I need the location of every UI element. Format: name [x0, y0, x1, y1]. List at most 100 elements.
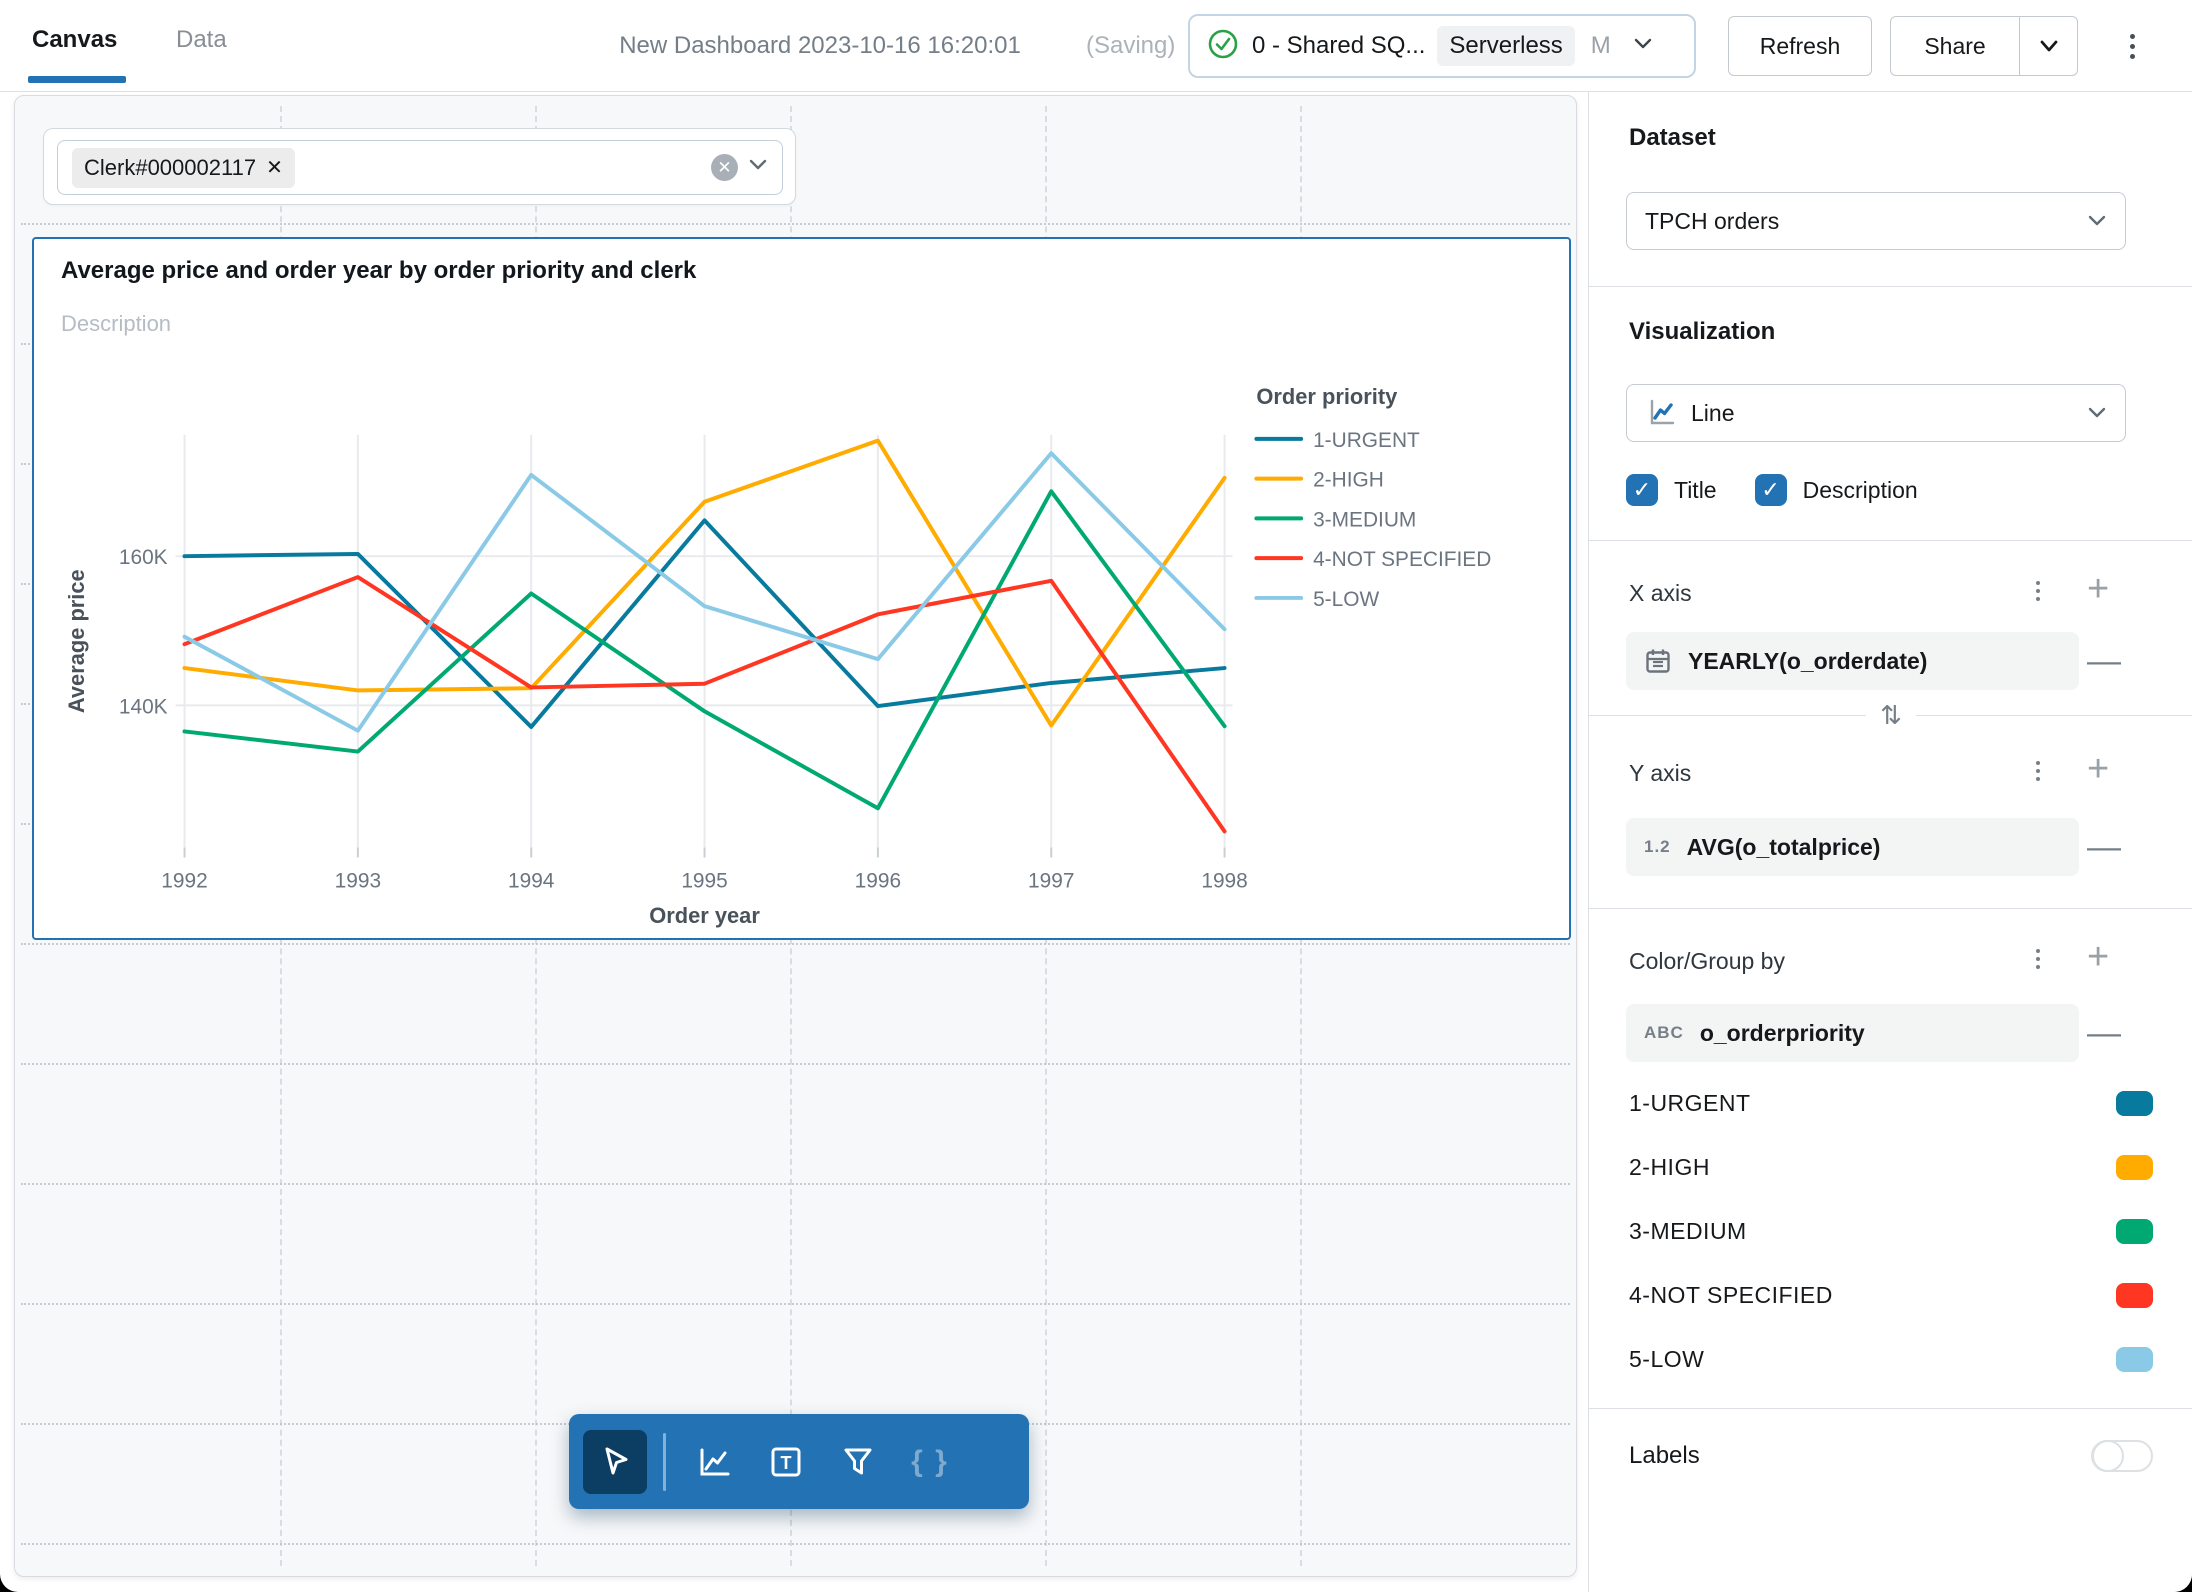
group-by-field: o_orderpriority	[1699, 1019, 1865, 1046]
title-checkbox[interactable]: ✓	[1626, 474, 1658, 506]
line-chart-icon	[1650, 399, 1675, 425]
config-sidebar: Dataset TPCH orders Visualization Line ✓…	[1588, 92, 2192, 1592]
group-by-menu-icon[interactable]	[2023, 942, 2053, 976]
series-color-swatch[interactable]	[2116, 1219, 2153, 1244]
svg-text:2-HIGH: 2-HIGH	[1313, 469, 1384, 492]
svg-text:140K: 140K	[119, 695, 168, 718]
text-box-icon: T	[771, 1447, 801, 1476]
numeric-type-icon: 1.2	[1644, 837, 1671, 856]
series-color-row: 3-MEDIUM	[1629, 1218, 2153, 1245]
svg-text:160K: 160K	[119, 546, 168, 569]
svg-text:4-NOT SPECIFIED: 4-NOT SPECIFIED	[1313, 548, 1491, 571]
y-axis-menu-icon[interactable]	[2023, 754, 2053, 788]
series-color-swatch[interactable]	[2116, 1155, 2153, 1180]
filter-value-pill: Clerk#000002117 ✕	[72, 147, 295, 188]
series-color-swatch[interactable]	[2116, 1283, 2153, 1308]
y-axis-add-icon[interactable]: +	[2087, 748, 2110, 790]
svg-text:1994: 1994	[508, 869, 554, 892]
chart-description-placeholder[interactable]: Description	[61, 311, 172, 336]
x-axis-field: YEARLY(o_orderdate)	[1688, 647, 1928, 674]
chevron-down-icon[interactable]	[748, 158, 768, 177]
visualization-value: Line	[1691, 399, 1735, 426]
active-tab-indicator	[28, 76, 126, 83]
remove-value-icon[interactable]: ✕	[266, 157, 283, 179]
dataset-value: TPCH orders	[1645, 207, 1780, 234]
overflow-menu-button[interactable]	[2112, 24, 2152, 68]
filter-widget[interactable]: Clerk#000002117 ✕ ✕	[43, 128, 796, 205]
svg-text:T: T	[781, 1453, 792, 1473]
checkbox-row: ✓ Title ✓ Description	[1626, 474, 1940, 506]
group-by-remove-icon[interactable]: —	[2087, 1014, 2121, 1052]
divider	[1589, 908, 2192, 909]
share-split-button: Share	[1890, 16, 2078, 76]
swap-axes-divider: ⇅	[1589, 700, 2192, 731]
add-parameter-tool-button[interactable]: { }	[898, 1430, 962, 1494]
top-bar: Canvas Data New Dashboard 2023-10-16 16:…	[0, 0, 2192, 92]
swap-axes-icon[interactable]: ⇅	[1880, 700, 1902, 730]
labels-toggle-label: Labels	[1629, 1442, 1700, 1469]
chart-widget[interactable]: 160K 140K 1992 1993 1994 1995 1996 1997 1998 Aver…	[32, 237, 1571, 940]
title-checkbox-label: Title	[1674, 476, 1717, 503]
saving-status: (Saving)	[1086, 32, 1176, 59]
add-visualization-tool-button[interactable]	[682, 1430, 746, 1494]
svg-text:Average price: Average price	[64, 569, 89, 713]
svg-text:1995: 1995	[681, 869, 727, 892]
string-type-icon: ABC	[1644, 1023, 1684, 1042]
svg-text:3-MEDIUM: 3-MEDIUM	[1313, 508, 1416, 531]
divider	[1589, 540, 2192, 541]
refresh-button[interactable]: Refresh	[1728, 16, 1872, 76]
svg-text:1998: 1998	[1201, 869, 1247, 892]
series-color-row: 5-LOW	[1629, 1346, 2153, 1373]
divider	[1589, 1408, 2192, 1409]
add-filter-tool-button[interactable]	[826, 1430, 890, 1494]
description-checkbox-label: Description	[1802, 476, 1918, 503]
share-menu-button[interactable]	[2019, 17, 2077, 75]
series-color-swatch[interactable]	[2116, 1347, 2153, 1372]
svg-text:1-URGENT: 1-URGENT	[1313, 429, 1420, 452]
group-by-field-chip[interactable]: ABC o_orderpriority	[1626, 1004, 2079, 1062]
calendar-icon	[1646, 649, 1670, 673]
chart-title: Average price and order year by order pr…	[61, 257, 697, 284]
svg-text:1996: 1996	[855, 869, 901, 892]
group-by-label: Color/Group by	[1629, 948, 1785, 974]
svg-text:1993: 1993	[335, 869, 381, 892]
dataset-select[interactable]: TPCH orders	[1626, 192, 2126, 250]
x-axis-add-icon[interactable]: +	[2087, 568, 2110, 610]
group-by-add-icon[interactable]: +	[2087, 936, 2110, 978]
y-axis-field-chip[interactable]: 1.2 AVG(o_totalprice)	[1626, 818, 2079, 876]
series-color-row: 4-NOT SPECIFIED	[1629, 1282, 2153, 1309]
svg-text:Order priority: Order priority	[1256, 384, 1398, 409]
add-text-tool-button[interactable]: T	[754, 1430, 818, 1494]
y-axis-remove-icon[interactable]: —	[2087, 828, 2121, 866]
line-chart-icon	[700, 1448, 730, 1475]
series-color-row: 2-HIGH	[1629, 1154, 2153, 1181]
compute-serverless-badge: Serverless	[1437, 26, 1575, 66]
filter-combobox[interactable]: Clerk#000002117 ✕ ✕	[57, 140, 783, 195]
tab-canvas[interactable]: Canvas	[32, 26, 118, 53]
series-color-swatch[interactable]	[2116, 1091, 2153, 1116]
svg-text:Order year: Order year	[649, 903, 760, 928]
series-name: 3-MEDIUM	[1629, 1218, 1747, 1244]
series-name: 4-NOT SPECIFIED	[1629, 1282, 1833, 1308]
dashboard-title[interactable]: New Dashboard 2023-10-16 16:20:01	[619, 32, 1021, 59]
x-axis-remove-icon[interactable]: —	[2087, 642, 2121, 680]
x-axis-menu-icon[interactable]	[2023, 574, 2053, 608]
labels-row: Labels	[1629, 1440, 2153, 1472]
tab-data[interactable]: Data	[176, 26, 227, 53]
chevron-down-icon	[1633, 37, 1653, 56]
check-circle-icon	[1206, 27, 1240, 66]
clear-filter-icon[interactable]: ✕	[711, 154, 738, 181]
compute-name: 0 - Shared SQ...	[1252, 32, 1426, 59]
compute-selector[interactable]: 0 - Shared SQ... Serverless M	[1188, 14, 1696, 78]
toolbar-divider	[663, 1432, 666, 1491]
dashboard-canvas[interactable]: Clerk#000002117 ✕ ✕ 160K 140K 1992 1993 1994…	[14, 95, 1577, 1577]
x-axis-field-chip[interactable]: YEARLY(o_orderdate)	[1626, 632, 2079, 690]
filter-value: Clerk#000002117	[84, 154, 257, 180]
select-tool-button[interactable]	[583, 1429, 647, 1494]
funnel-icon	[844, 1448, 872, 1474]
visualization-select[interactable]: Line	[1626, 384, 2126, 442]
share-button[interactable]: Share	[1924, 32, 1986, 59]
labels-toggle[interactable]	[2091, 1440, 2153, 1472]
description-checkbox[interactable]: ✓	[1754, 474, 1787, 506]
